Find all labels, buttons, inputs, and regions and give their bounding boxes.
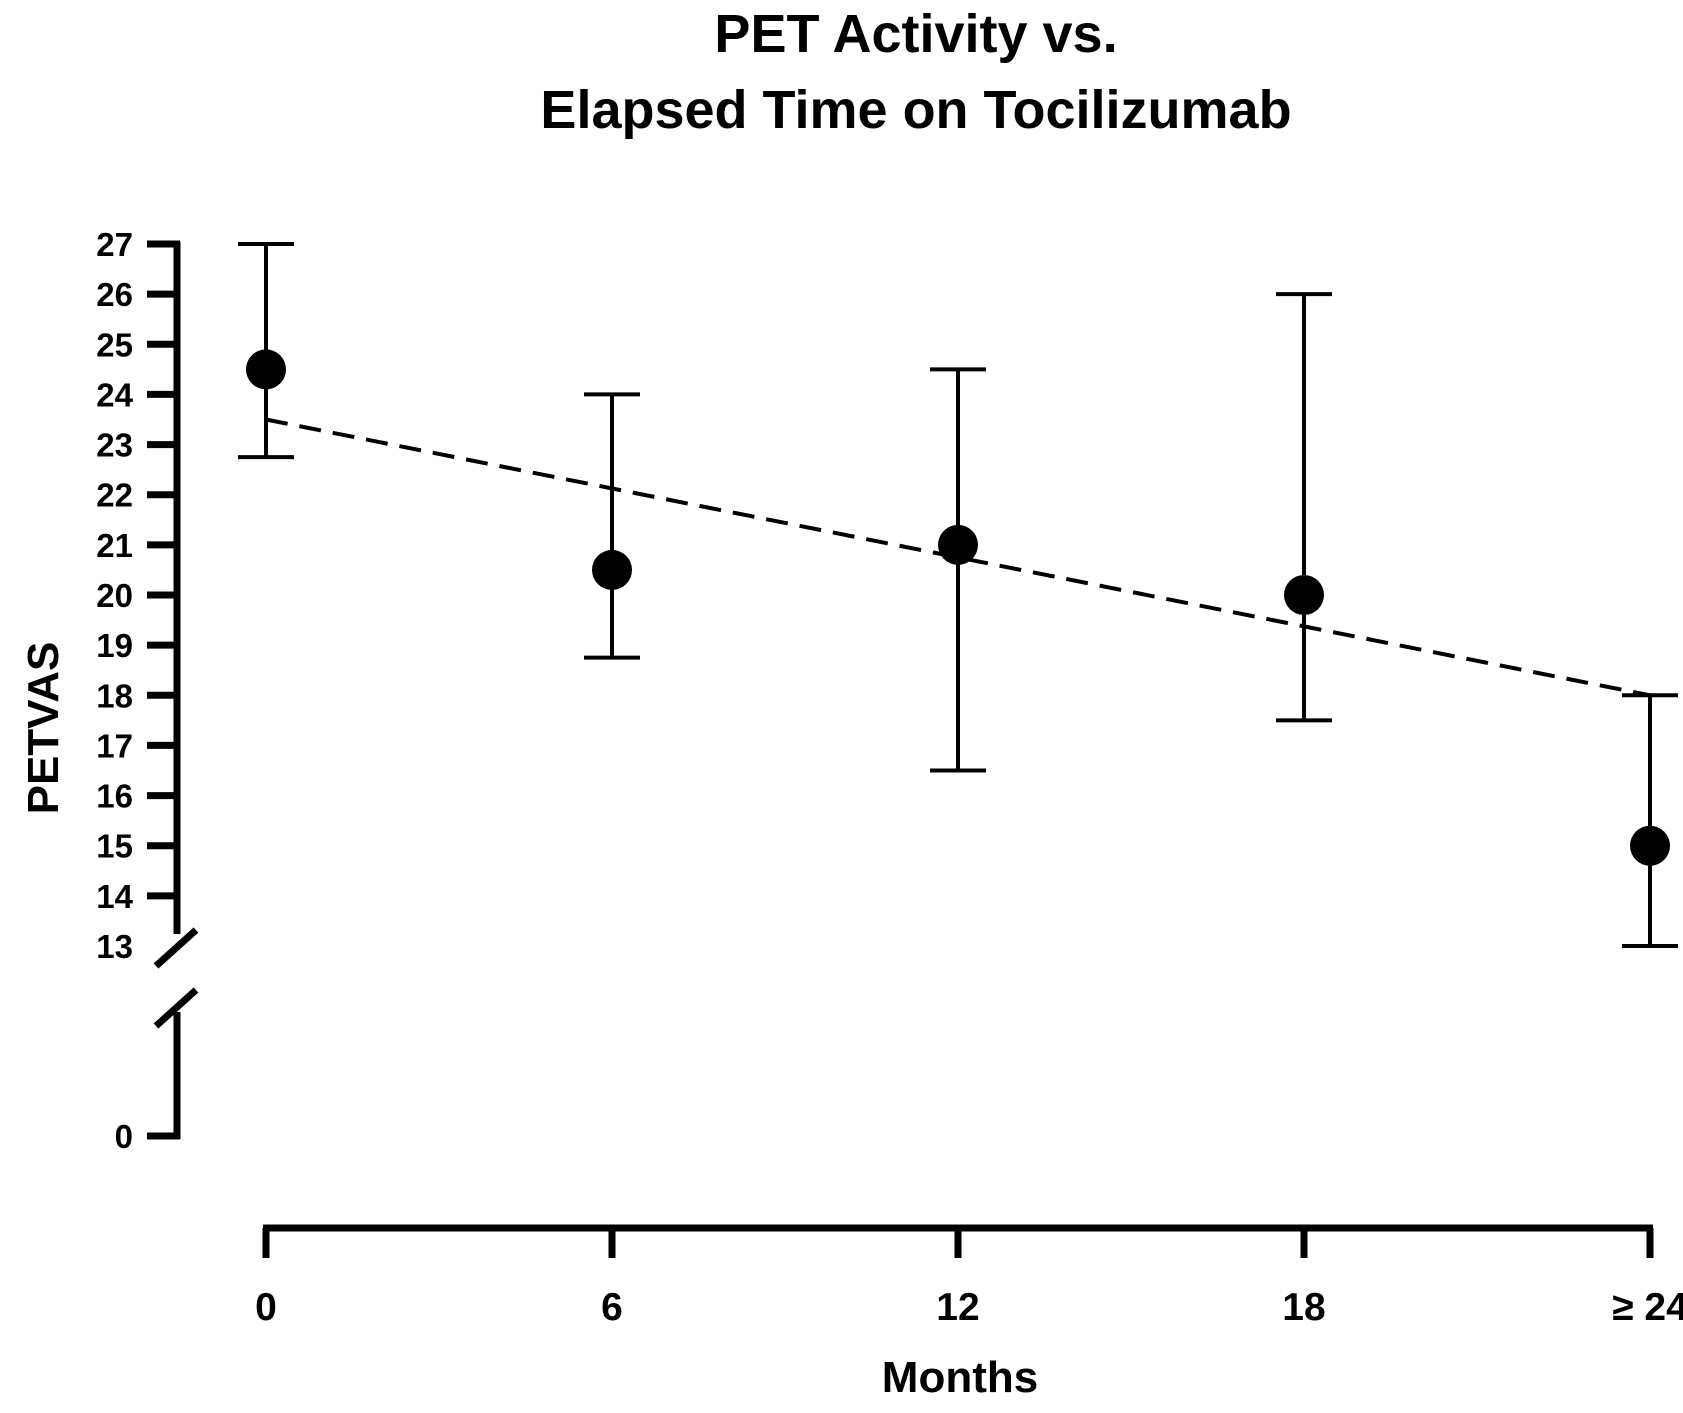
y-axis-break-mark-lower <box>153 987 199 1029</box>
y-tick-label-16: 16 <box>96 778 133 815</box>
y-tick-label-20: 20 <box>96 577 133 614</box>
y-tick-label-14: 14 <box>96 878 133 915</box>
y-tick-label-26: 26 <box>96 276 133 313</box>
y-tick-label-22: 22 <box>96 477 133 514</box>
x-axis-label: Months <box>882 1353 1038 1402</box>
chart-title-line-2: Elapsed Time on Tocilizumab <box>540 80 1291 140</box>
y-axis-label: PETVAS <box>19 642 68 815</box>
y-tick-label-24: 24 <box>96 376 133 413</box>
y-tick-label-23: 23 <box>96 427 133 464</box>
chart-title-line-1: PET Activity vs. <box>714 4 1117 64</box>
x-tick-label-6: 6 <box>601 1286 623 1329</box>
y-tick-label-0: 0 <box>115 1118 133 1155</box>
y-tick-label-17: 17 <box>96 727 133 764</box>
data-point-24 <box>1630 825 1670 866</box>
y-tick-label-13: 13 <box>96 928 133 965</box>
trend-line <box>265 417 1651 698</box>
x-tick-label-12: 12 <box>936 1286 979 1329</box>
y-tick-label-27: 27 <box>96 226 133 263</box>
y-axis-break-mark-upper <box>153 927 199 969</box>
data-point-18 <box>1284 575 1324 615</box>
x-tick-label-18: 18 <box>1282 1286 1325 1329</box>
y-tick-label-18: 18 <box>96 677 133 714</box>
data-point-12 <box>938 524 978 565</box>
y-tick-label-15: 15 <box>96 828 133 865</box>
chart-marks: 13 14 15 16 17 18 19 20 21 22 23 24 25 26 27 0 0 6 12 18 ≥ 2… <box>96 226 1683 1329</box>
x-tick-label-24: ≥ 24 <box>1612 1286 1683 1329</box>
y-tick-label-21: 21 <box>96 527 133 564</box>
data-point-6 <box>592 549 632 590</box>
y-tick-label-25: 25 <box>96 326 133 363</box>
data-point-0 <box>246 349 286 390</box>
x-tick-label-0: 0 <box>255 1286 277 1329</box>
y-tick-label-19: 19 <box>96 627 133 664</box>
